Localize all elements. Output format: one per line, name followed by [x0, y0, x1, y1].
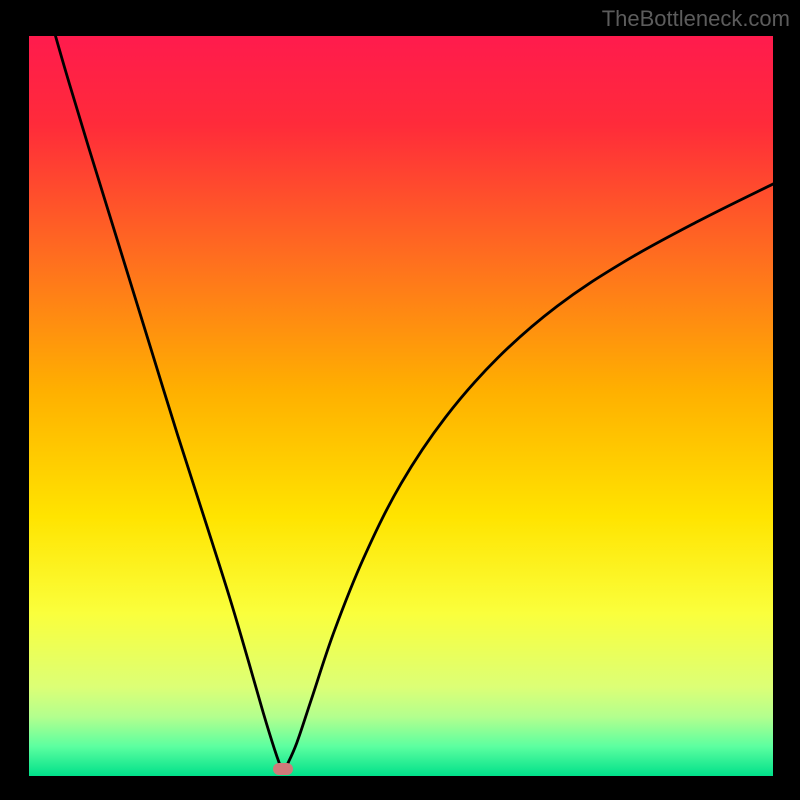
curve-plot [29, 36, 773, 776]
plot-area [29, 36, 773, 776]
minimum-marker [273, 763, 293, 775]
chart-container: TheBottleneck.com [0, 0, 800, 800]
watermark-text: TheBottleneck.com [602, 6, 790, 32]
watermark-label: TheBottleneck.com [602, 6, 790, 31]
curve-segment [51, 36, 280, 766]
curve-segment [286, 184, 773, 766]
